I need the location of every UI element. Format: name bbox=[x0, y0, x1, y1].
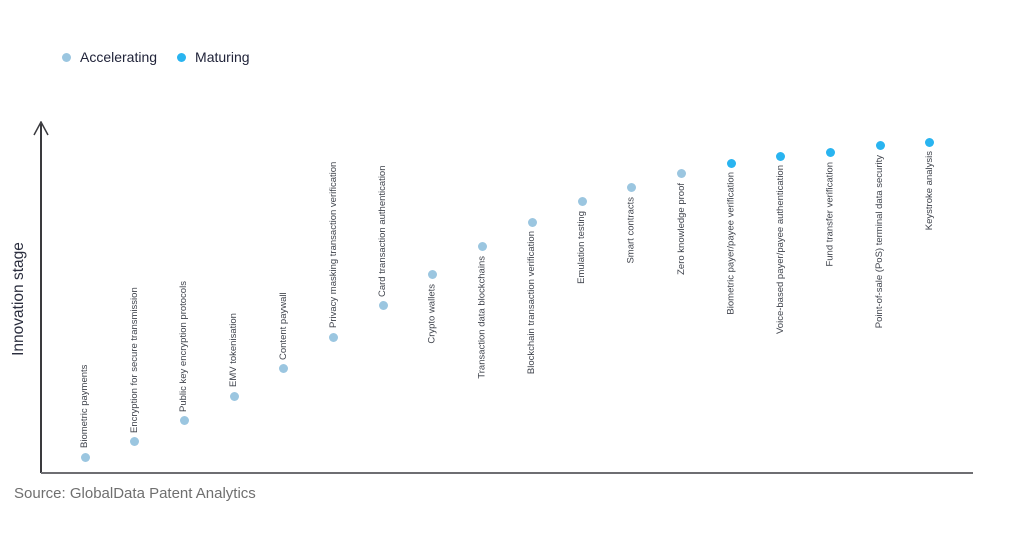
source-caption: Source: GlobalData Patent Analytics bbox=[14, 485, 256, 502]
data-point-dot bbox=[627, 183, 637, 193]
data-point-dot bbox=[925, 137, 935, 147]
data-point-label: Biometric payments bbox=[79, 364, 90, 449]
data-point-label: Voice-based payer/payee authentication bbox=[774, 165, 786, 335]
data-point-label: Point-of-sale (PoS) terminal data securi… bbox=[874, 154, 886, 329]
y-axis-arrow-icon bbox=[33, 121, 49, 136]
y-axis-label-text: Innovation stage bbox=[10, 242, 28, 356]
data-point-dot bbox=[130, 437, 140, 447]
data-point-label: Card transaction authentication bbox=[377, 165, 389, 297]
x-axis-line bbox=[41, 471, 973, 474]
legend-label-maturing: Maturing bbox=[195, 49, 250, 65]
data-point-label: Keystroke analysis bbox=[923, 151, 935, 231]
data-point-label: Blockchain transaction verification bbox=[526, 231, 538, 375]
maturing-dot-icon bbox=[177, 52, 187, 62]
data-point-label: Fund transfer verification bbox=[824, 161, 836, 267]
data-point-dot bbox=[478, 242, 488, 252]
data-point-label: Emulation testing bbox=[576, 210, 587, 284]
data-point-dot bbox=[875, 141, 885, 151]
data-point-dot bbox=[826, 148, 835, 158]
legend-label-accelerating: Accelerating bbox=[80, 49, 158, 65]
data-point-dot bbox=[428, 270, 438, 280]
data-point-label: Public key encryption protocols bbox=[178, 280, 190, 412]
chart-legend: Accelerating Maturing bbox=[62, 49, 250, 65]
data-point-dot bbox=[726, 158, 736, 168]
data-point-dot bbox=[80, 452, 90, 462]
data-point-label: Content paywall bbox=[277, 291, 289, 360]
data-point-dot bbox=[527, 217, 537, 227]
data-point-dot bbox=[279, 364, 289, 374]
data-point-label: EMV tokenisation bbox=[228, 313, 240, 388]
data-point-label: Zero knowledge proof bbox=[675, 182, 687, 275]
y-axis-line bbox=[40, 124, 42, 473]
data-point-dot bbox=[179, 416, 189, 426]
data-point-dot bbox=[378, 301, 388, 311]
data-point-label: Crypto wallets bbox=[426, 283, 438, 344]
data-point-label: Biometric payer/payee verification bbox=[725, 172, 737, 315]
data-point-dot bbox=[676, 169, 686, 179]
data-point-label: Encryption for secure transmission bbox=[128, 286, 140, 433]
data-point-dot bbox=[229, 391, 239, 401]
data-point-dot bbox=[577, 197, 587, 207]
data-point-dot bbox=[329, 332, 338, 342]
data-point-label: Transaction data blockchains bbox=[476, 255, 488, 379]
accelerating-dot-icon bbox=[62, 52, 71, 62]
legend-item-accelerating: Accelerating bbox=[62, 49, 157, 65]
data-point-label: Privacy masking transaction verification bbox=[327, 161, 339, 329]
data-point-label: Smart contracts bbox=[625, 196, 637, 264]
y-axis-label: Innovation stage bbox=[2, 125, 36, 473]
data-point-dot bbox=[776, 151, 786, 161]
legend-item-maturing: Maturing bbox=[177, 49, 250, 65]
